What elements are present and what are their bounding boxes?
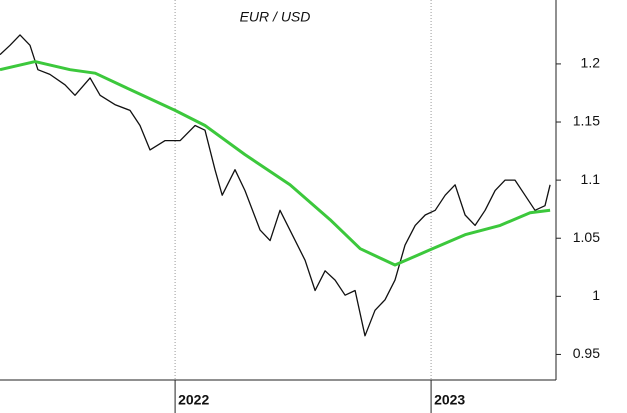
chart-title: EUR / USD xyxy=(240,9,311,25)
y-tick-label: 1.05 xyxy=(573,229,600,245)
x-tick-label: 2022 xyxy=(178,392,209,408)
series-line xyxy=(0,60,551,267)
y-tick-label: 0.95 xyxy=(573,345,600,361)
y-tick-label: 1.1 xyxy=(581,171,601,187)
y-tick-label: 1 xyxy=(592,287,600,303)
x-tick-label: 2023 xyxy=(434,392,465,408)
y-tick-label: 1.2 xyxy=(581,55,601,71)
y-tick-label: 1.15 xyxy=(573,113,600,129)
series-line xyxy=(0,34,551,337)
